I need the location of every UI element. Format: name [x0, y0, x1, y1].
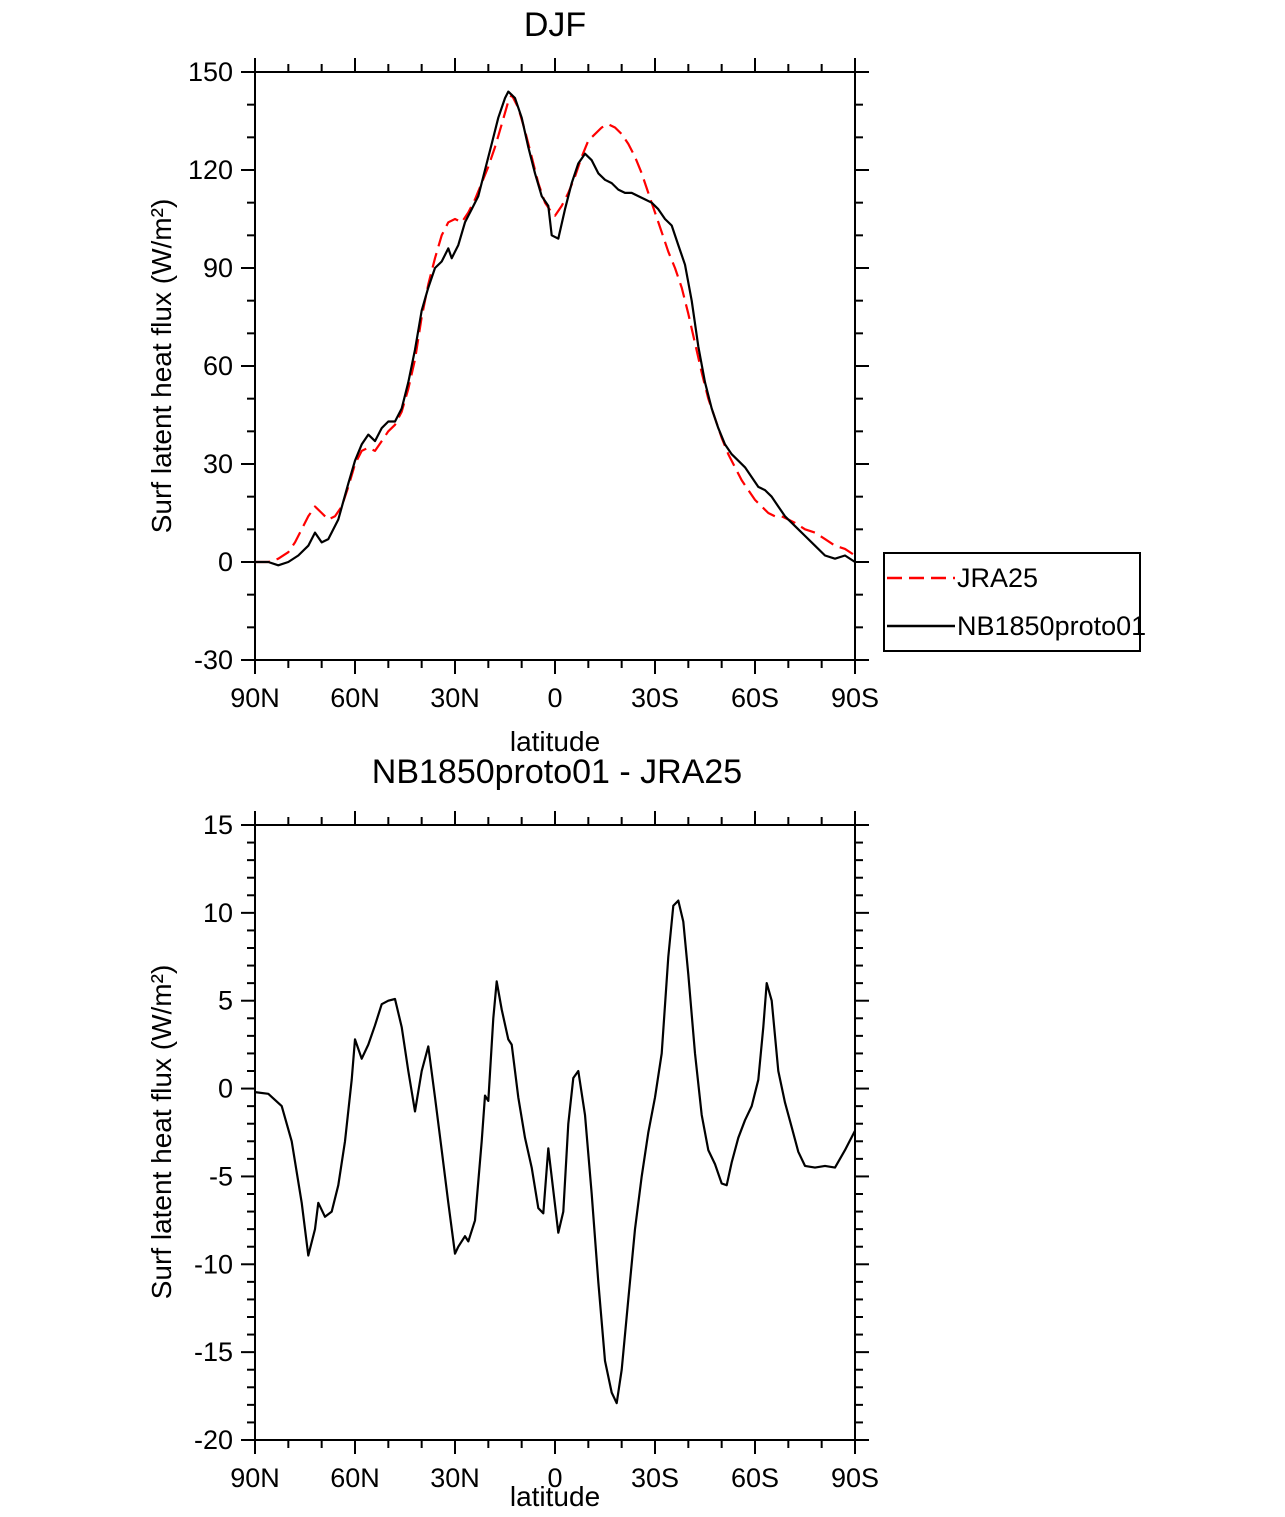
- x-tick-label: 60S: [731, 1463, 779, 1493]
- y-tick-label: 15: [203, 810, 233, 840]
- series-nb1850proto01: [255, 90, 856, 567]
- x-tick-label: 0: [547, 683, 562, 713]
- y-tick-label: -30: [194, 645, 233, 675]
- y-tick-label: 10: [203, 898, 233, 928]
- series-nb1850proto01-jra25: [254, 899, 856, 1405]
- y-tick-label: 120: [188, 155, 233, 185]
- bottom-y-axis-label: Surf latent heat flux (W/m²): [146, 964, 177, 1300]
- x-tick-label: 60N: [330, 683, 380, 713]
- y-tick-label: 0: [218, 547, 233, 577]
- legend-label-nb1850proto01: NB1850proto01: [957, 610, 1147, 641]
- x-tick-label: 60N: [330, 1463, 380, 1493]
- y-tick-label: 150: [188, 57, 233, 87]
- legend-label-jra25: JRA25: [957, 562, 1039, 593]
- series-jra25: [255, 93, 856, 564]
- y-tick-label: -5: [209, 1161, 233, 1191]
- y-tick-label: -15: [194, 1337, 233, 1367]
- x-tick-label: 0: [547, 1463, 562, 1493]
- plot-frame-0: [254, 71, 856, 661]
- y-tick-label: -20: [194, 1425, 233, 1455]
- y-tick-label: 5: [218, 986, 233, 1016]
- y-tick-label: 90: [203, 253, 233, 283]
- x-tick-label: 90S: [831, 1463, 879, 1493]
- x-tick-label: 30S: [631, 683, 679, 713]
- y-tick-label: 60: [203, 351, 233, 381]
- solid-line-sample-icon: [887, 624, 955, 628]
- bottom-x-axis-label: latitude: [509, 1481, 601, 1512]
- legend-entry-nb1850proto01: NB1850proto01: [885, 603, 1146, 649]
- x-tick-label: 90N: [230, 683, 280, 713]
- legend-entry-jra25: JRA25: [885, 555, 1139, 601]
- y-tick-label: 30: [203, 449, 233, 479]
- y-tick-label: -10: [194, 1249, 233, 1279]
- top-x-axis-label: latitude: [509, 726, 601, 757]
- legend: JRA25 NB1850proto01: [883, 552, 1146, 652]
- y-tick-label: 0: [218, 1074, 233, 1104]
- top-y-axis-label: Surf latent heat flux (W/m²): [146, 198, 177, 534]
- x-tick-label: 30S: [631, 1463, 679, 1493]
- dashed-line-sample-icon: [887, 576, 955, 580]
- x-tick-label: 90N: [230, 1463, 280, 1493]
- top-chart-title: DJF: [523, 6, 587, 44]
- x-tick-label: 30N: [430, 1463, 480, 1493]
- x-tick-label: 60S: [731, 683, 779, 713]
- x-tick-label: 90S: [831, 683, 879, 713]
- bottom-chart-title: NB1850proto01 - JRA25: [371, 753, 743, 791]
- x-tick-label: 30N: [430, 683, 480, 713]
